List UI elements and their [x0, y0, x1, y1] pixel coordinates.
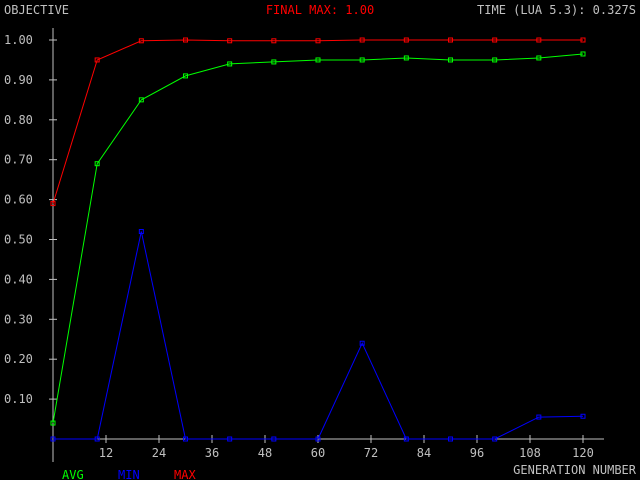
- data-point-min: [271, 436, 277, 442]
- data-point-avg: [580, 51, 586, 57]
- x-tick-label: 108: [519, 446, 541, 460]
- data-point-max: [183, 37, 188, 43]
- series-line-min: [53, 231, 584, 440]
- y-tick-label: 1.00: [4, 33, 33, 47]
- series-group: [50, 37, 586, 442]
- x-tick-label: 72: [364, 446, 378, 460]
- x-tick-label: 48: [258, 446, 272, 460]
- data-point-max: [359, 37, 365, 43]
- y-tick-label: 0.30: [4, 312, 33, 326]
- legend-avg: AVG: [62, 468, 84, 480]
- y-tick-label: 0.40: [4, 272, 33, 286]
- data-point-avg: [448, 57, 453, 63]
- data-point-avg: [227, 61, 233, 67]
- axes: [52, 28, 604, 462]
- data-point-min: [448, 436, 453, 442]
- data-point-max: [50, 201, 56, 207]
- x-tick-label: 60: [311, 446, 325, 460]
- data-point-min: [580, 413, 586, 419]
- x-axis-title: GENERATION NUMBER: [513, 463, 637, 477]
- data-point-max: [138, 38, 144, 44]
- data-point-avg: [183, 73, 188, 79]
- data-point-min: [403, 436, 409, 442]
- x-tick-label: 36: [205, 446, 219, 460]
- data-point-avg: [359, 57, 365, 63]
- data-point-avg: [536, 55, 542, 61]
- x-tick-label: 24: [152, 446, 166, 460]
- y-axis-title: OBJECTIVE: [4, 3, 69, 17]
- x-tick-label: 84: [417, 446, 431, 460]
- y-tick-label: 0.60: [4, 193, 33, 207]
- data-point-avg: [94, 161, 100, 167]
- y-tick-label: 0.70: [4, 153, 33, 167]
- data-point-min: [536, 414, 542, 420]
- data-point-max: [227, 38, 233, 44]
- data-point-max: [536, 37, 542, 43]
- legend-max: MAX: [174, 468, 196, 480]
- ticks: 0.10 0.20 0.30 0.40 0.50 0.60 0.70 0.80 0.90 1.00…: [4, 33, 594, 460]
- data-point-max: [492, 37, 498, 43]
- data-point-min: [315, 436, 321, 442]
- data-point-avg: [271, 59, 277, 65]
- data-point-min: [50, 436, 56, 442]
- data-point-max: [580, 37, 586, 43]
- data-point-min: [227, 436, 233, 442]
- series-line-max: [52, 39, 583, 204]
- series-line-avg: [52, 53, 584, 424]
- y-tick-label: 0.90: [4, 73, 33, 87]
- data-point-min: [138, 229, 144, 235]
- data-point-avg: [492, 57, 498, 63]
- data-point-min: [183, 436, 188, 442]
- x-tick-label: 120: [572, 446, 594, 460]
- y-tick-label: 0.80: [4, 113, 33, 127]
- legend-min: MIN: [118, 468, 140, 480]
- data-point-max: [94, 57, 100, 63]
- y-tick-label: 0.20: [4, 352, 33, 366]
- data-point-avg: [138, 97, 144, 103]
- x-tick-label: 12: [99, 446, 113, 460]
- data-point-avg: [403, 55, 409, 61]
- data-point-avg: [50, 420, 56, 426]
- data-point-max: [448, 37, 453, 43]
- data-point-max: [403, 37, 409, 43]
- data-point-avg: [315, 57, 321, 63]
- y-tick-label: 0.10: [4, 392, 33, 406]
- data-point-min: [94, 436, 100, 442]
- time-readout: TIME (LUA 5.3): 0.327S: [477, 3, 636, 17]
- final-max-readout: FINAL MAX: 1.00: [266, 3, 374, 17]
- data-point-min: [359, 340, 365, 346]
- y-tick-label: 0.50: [4, 233, 33, 247]
- data-point-min: [492, 436, 498, 442]
- x-tick-label: 96: [470, 446, 484, 460]
- data-point-max: [271, 38, 277, 44]
- data-point-max: [315, 38, 321, 44]
